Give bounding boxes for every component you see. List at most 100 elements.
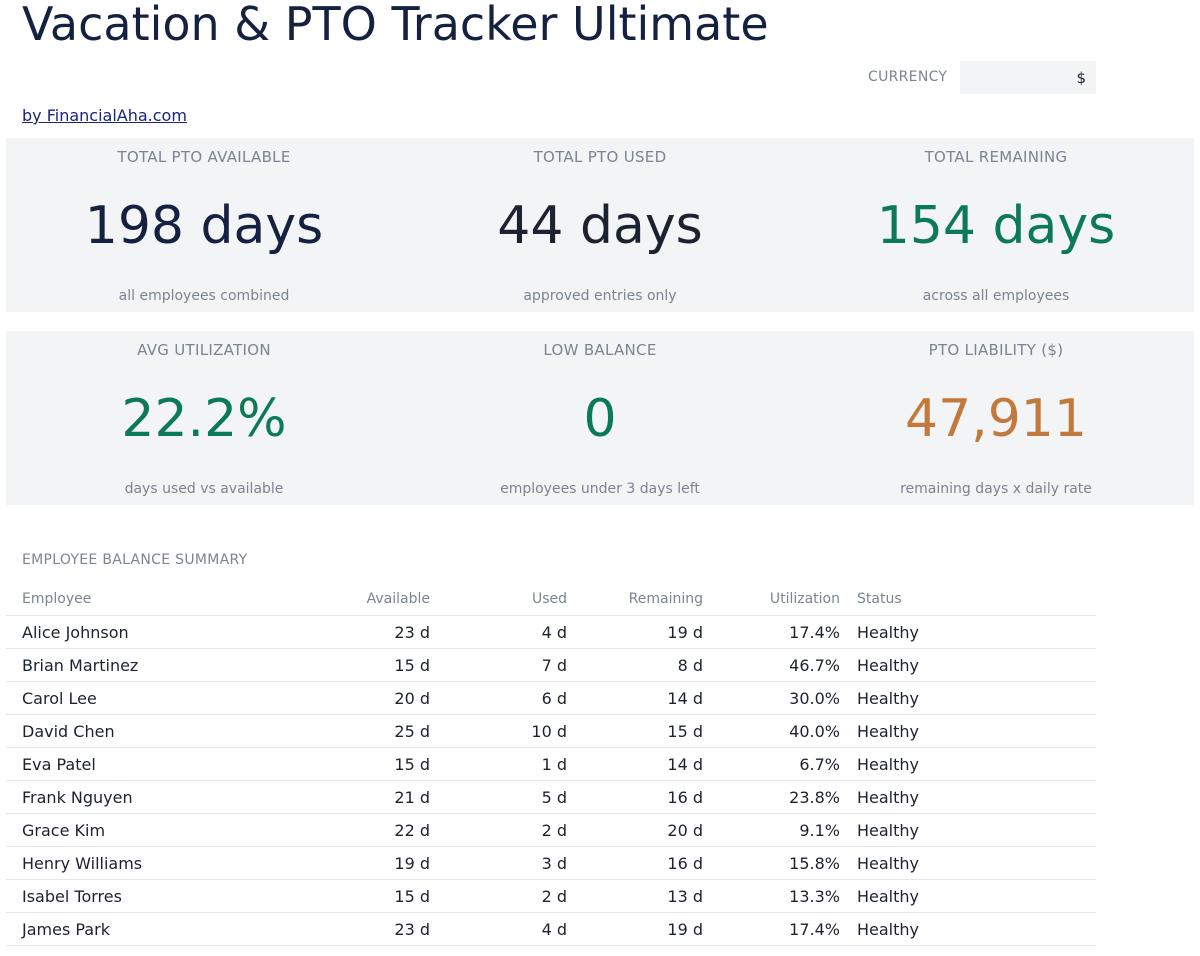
remaining-cell: 19 d xyxy=(567,615,703,649)
kpi-subtitle: all employees combined xyxy=(118,288,290,304)
section-title-balance-summary: EMPLOYEE BALANCE SUMMARY xyxy=(22,552,248,568)
status-cell: Healthy xyxy=(840,681,1096,715)
available-cell: 15 d xyxy=(294,648,430,682)
employee-name-cell: Grace Kim xyxy=(6,813,294,847)
status-cell: Healthy xyxy=(840,912,1096,946)
kpi-label: TOTAL PTO USED xyxy=(533,148,667,166)
used-cell: 4 d xyxy=(430,912,567,946)
used-cell: 2 d xyxy=(430,879,567,913)
utilization-cell: 15.8% xyxy=(703,846,840,880)
used-cell: 1 d xyxy=(430,747,567,781)
used-cell: 3 d xyxy=(430,846,567,880)
available-cell: 20 d xyxy=(294,681,430,715)
page-title: Vacation & PTO Tracker Ultimate xyxy=(22,0,769,51)
employee-name-cell: David Chen xyxy=(6,714,294,748)
remaining-cell: 14 d xyxy=(567,681,703,715)
remaining-cell: 15 d xyxy=(567,714,703,748)
remaining-cell: 13 d xyxy=(567,879,703,913)
column-header-status: Status xyxy=(840,582,1096,616)
kpi-value: 0 xyxy=(583,389,617,449)
employee-name-cell: Eva Patel xyxy=(6,747,294,781)
status-cell: Healthy xyxy=(840,747,1096,781)
column-header-remaining: Remaining xyxy=(567,582,703,616)
employee-name-cell: Carol Lee xyxy=(6,681,294,715)
utilization-cell: 6.7% xyxy=(703,747,840,781)
employee-name-cell: James Park xyxy=(6,912,294,946)
utilization-cell: 17.4% xyxy=(703,615,840,649)
available-cell: 22 d xyxy=(294,813,430,847)
kpi-subtitle: remaining days x daily rate xyxy=(900,481,1092,497)
used-cell: 4 d xyxy=(430,615,567,649)
kpi-subtitle: approved entries only xyxy=(523,288,677,304)
available-cell: 23 d xyxy=(294,615,430,649)
employee-name-cell: Isabel Torres xyxy=(6,879,294,913)
status-cell: Healthy xyxy=(840,846,1096,880)
employee-name-cell: Henry Williams xyxy=(6,846,294,880)
column-header-used: Used xyxy=(430,582,567,616)
table-header-row: Employee Available Used Remaining Utiliz… xyxy=(6,582,1096,616)
remaining-cell: 14 d xyxy=(567,747,703,781)
used-cell: 5 d xyxy=(430,780,567,814)
kpi-row-totals: TOTAL PTO AVAILABLE 198 days all employe… xyxy=(6,138,1194,312)
available-cell: 25 d xyxy=(294,714,430,748)
kpi-low-balance: LOW BALANCE 0 employees under 3 days lef… xyxy=(402,331,798,505)
kpi-value: 22.2% xyxy=(121,389,287,449)
used-cell: 6 d xyxy=(430,681,567,715)
utilization-cell: 30.0% xyxy=(703,681,840,715)
status-cell: Healthy xyxy=(840,879,1096,913)
employee-name-cell: Frank Nguyen xyxy=(6,780,294,814)
kpi-value: 47,911 xyxy=(905,389,1087,449)
kpi-value: 154 days xyxy=(876,196,1116,256)
kpi-pto-liability: PTO LIABILITY ($) 47,911 remaining days … xyxy=(798,331,1194,505)
kpi-label: PTO LIABILITY ($) xyxy=(928,341,1064,359)
kpi-label: TOTAL REMAINING xyxy=(924,148,1068,166)
kpi-total-available: TOTAL PTO AVAILABLE 198 days all employe… xyxy=(6,138,402,312)
status-cell: Healthy xyxy=(840,615,1096,649)
remaining-cell: 16 d xyxy=(567,780,703,814)
used-cell: 10 d xyxy=(430,714,567,748)
employee-balance-table: Employee Available Used Remaining Utiliz… xyxy=(6,582,1096,946)
remaining-cell: 20 d xyxy=(567,813,703,847)
used-cell: 7 d xyxy=(430,648,567,682)
remaining-cell: 19 d xyxy=(567,912,703,946)
status-cell: Healthy xyxy=(840,813,1096,847)
utilization-cell: 9.1% xyxy=(703,813,840,847)
available-cell: 19 d xyxy=(294,846,430,880)
kpi-label: AVG UTILIZATION xyxy=(137,341,271,359)
available-cell: 23 d xyxy=(294,912,430,946)
utilization-cell: 46.7% xyxy=(703,648,840,682)
utilization-cell: 17.4% xyxy=(703,912,840,946)
table-row: David Chen 25 d 10 d 15 d 40.0% Healthy xyxy=(6,714,1096,748)
employee-name-cell: Alice Johnson xyxy=(6,615,294,649)
remaining-cell: 16 d xyxy=(567,846,703,880)
used-cell: 2 d xyxy=(430,813,567,847)
status-cell: Healthy xyxy=(840,648,1096,682)
kpi-value: 44 days xyxy=(497,196,703,256)
byline-link[interactable]: by FinancialAha.com xyxy=(22,106,187,125)
currency-input[interactable] xyxy=(960,61,1096,94)
column-header-available: Available xyxy=(294,582,430,616)
column-header-employee: Employee xyxy=(6,582,294,616)
remaining-cell: 8 d xyxy=(567,648,703,682)
kpi-row-metrics: AVG UTILIZATION 22.2% days used vs avail… xyxy=(6,331,1194,505)
available-cell: 15 d xyxy=(294,747,430,781)
kpi-total-remaining: TOTAL REMAINING 154 days across all empl… xyxy=(798,138,1194,312)
kpi-label: TOTAL PTO AVAILABLE xyxy=(117,148,291,166)
column-header-utilization: Utilization xyxy=(703,582,840,616)
currency-label: CURRENCY xyxy=(868,69,948,85)
utilization-cell: 40.0% xyxy=(703,714,840,748)
kpi-label: LOW BALANCE xyxy=(543,341,657,359)
kpi-subtitle: days used vs available xyxy=(124,481,284,497)
kpi-value: 198 days xyxy=(84,196,324,256)
